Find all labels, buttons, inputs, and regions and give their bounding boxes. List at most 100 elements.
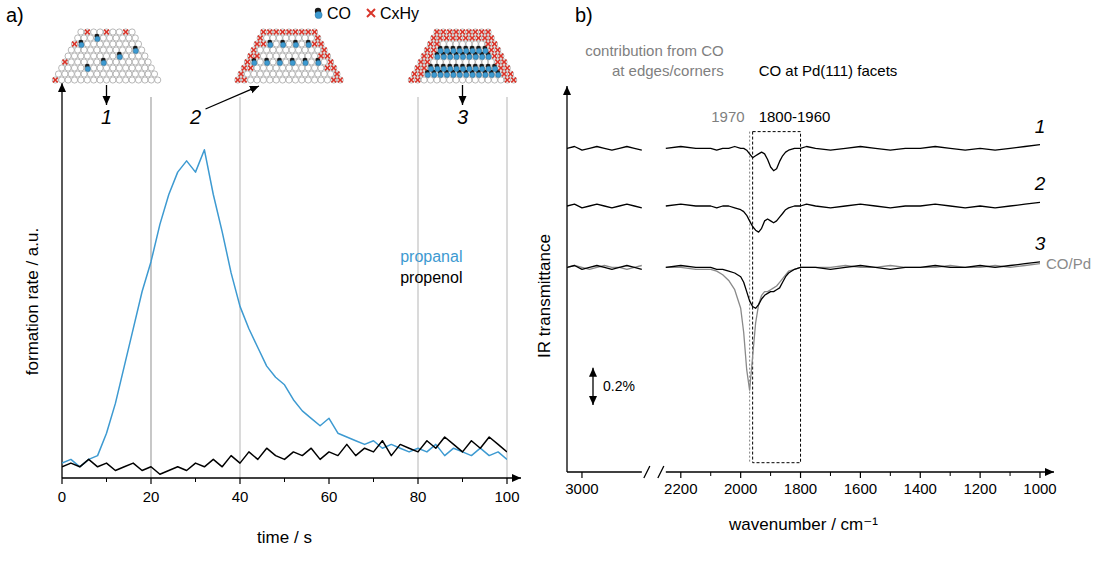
co-molecule bbox=[467, 66, 472, 71]
hydrocarbon bbox=[325, 54, 330, 59]
co-molecule bbox=[451, 48, 456, 53]
atom bbox=[321, 71, 327, 77]
atom bbox=[126, 71, 132, 77]
atom bbox=[305, 77, 311, 83]
atom bbox=[447, 77, 453, 83]
atom bbox=[456, 35, 462, 41]
atom bbox=[427, 53, 433, 59]
atom bbox=[119, 59, 125, 65]
atom bbox=[292, 65, 298, 71]
x-tick-label: 1800 bbox=[784, 480, 817, 497]
atom bbox=[68, 59, 74, 65]
atom bbox=[123, 65, 129, 71]
x-minor-tick bbox=[106, 478, 107, 482]
atom bbox=[270, 47, 276, 53]
atom bbox=[78, 29, 84, 35]
hydrocarbon bbox=[315, 36, 320, 41]
atom bbox=[71, 41, 77, 47]
atom bbox=[315, 47, 321, 53]
hydrocarbon bbox=[123, 30, 128, 35]
atom bbox=[103, 77, 109, 83]
atom bbox=[485, 77, 491, 83]
atom bbox=[331, 65, 337, 71]
atom bbox=[142, 77, 148, 83]
hydrocarbon bbox=[85, 30, 90, 35]
atom bbox=[459, 29, 465, 35]
atom bbox=[110, 77, 116, 83]
hydrocarbon bbox=[251, 48, 256, 53]
peak-marker-line bbox=[749, 132, 750, 463]
x-tick bbox=[920, 472, 921, 478]
co-molecule bbox=[460, 66, 465, 71]
atom bbox=[148, 77, 154, 83]
atom bbox=[324, 65, 330, 71]
pointer-arrow bbox=[462, 85, 463, 105]
atom bbox=[55, 71, 61, 77]
y-axis bbox=[566, 86, 567, 472]
atom bbox=[100, 47, 106, 53]
atom bbox=[286, 41, 292, 47]
annotation-line: contribution from CO bbox=[585, 42, 723, 59]
atom bbox=[145, 59, 151, 65]
co-molecule bbox=[492, 66, 497, 71]
x-tick bbox=[61, 478, 62, 484]
atom bbox=[286, 29, 292, 35]
panel-label: a) bbox=[6, 4, 24, 26]
atom bbox=[126, 35, 132, 41]
atom bbox=[459, 77, 465, 83]
hydrocarbon bbox=[245, 60, 250, 65]
atom bbox=[321, 47, 327, 53]
hydrocarbon bbox=[431, 36, 436, 41]
x-tick-label: 1400 bbox=[904, 480, 937, 497]
atom bbox=[507, 71, 513, 77]
atom bbox=[308, 47, 314, 53]
atom bbox=[113, 71, 119, 77]
x-minor-tick bbox=[830, 472, 831, 476]
atom bbox=[107, 35, 113, 41]
series-label: 1 bbox=[1035, 116, 1046, 137]
hydrocarbon bbox=[483, 36, 488, 41]
co-molecule bbox=[252, 60, 257, 65]
atom bbox=[84, 53, 90, 59]
atom bbox=[498, 77, 504, 83]
co-molecule bbox=[438, 72, 443, 77]
pointer-arrow bbox=[106, 85, 107, 105]
atom bbox=[123, 53, 129, 59]
atom bbox=[305, 65, 311, 71]
atom bbox=[315, 71, 321, 77]
atom bbox=[334, 71, 340, 77]
series-label: 3 bbox=[1035, 233, 1046, 254]
atom bbox=[431, 47, 437, 53]
hydrocarbon bbox=[419, 72, 424, 77]
atom bbox=[116, 29, 122, 35]
atom bbox=[145, 71, 151, 77]
atom bbox=[292, 77, 298, 83]
atom bbox=[103, 41, 109, 47]
atom bbox=[424, 47, 430, 53]
atom bbox=[273, 29, 279, 35]
hydrocarbon bbox=[242, 66, 247, 71]
atom bbox=[267, 77, 273, 83]
atom bbox=[283, 47, 289, 53]
atom bbox=[276, 71, 282, 77]
atom bbox=[296, 59, 302, 65]
co-molecule bbox=[496, 72, 501, 77]
hydrocarbon bbox=[467, 30, 472, 35]
hydrocarbon bbox=[422, 66, 427, 71]
co-molecule bbox=[473, 54, 478, 59]
legend-label: CO bbox=[327, 5, 351, 22]
atom bbox=[84, 41, 90, 47]
atom bbox=[283, 59, 289, 65]
hydrocarbon bbox=[322, 48, 327, 53]
hydrocarbon bbox=[438, 36, 443, 41]
atom bbox=[267, 65, 273, 71]
atom bbox=[434, 77, 440, 83]
atom bbox=[235, 77, 241, 83]
atom bbox=[110, 65, 116, 71]
hydrocarbon bbox=[495, 60, 500, 65]
co-molecule bbox=[425, 72, 430, 77]
co-molecule bbox=[441, 54, 446, 59]
hydrocarbon bbox=[511, 78, 516, 83]
co-molecule bbox=[303, 60, 308, 65]
atom bbox=[312, 29, 318, 35]
